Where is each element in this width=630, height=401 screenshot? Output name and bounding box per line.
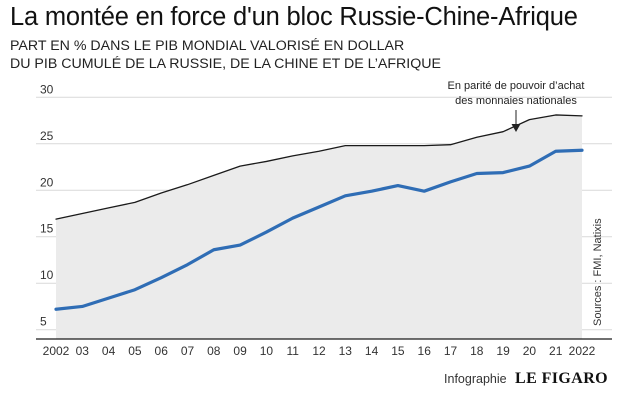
x-tick-label: 09 — [233, 344, 247, 358]
chart-title: La montée en force d'un bloc Russie-Chin… — [10, 3, 578, 31]
x-tick-label: 19 — [496, 344, 510, 358]
series-line-ppp — [55, 114, 583, 220]
credit: Infographie LE FIGARO — [444, 370, 608, 388]
series-lines — [54, 114, 584, 311]
annotation-line-2: des monnaies nationales — [455, 95, 577, 107]
subtitle-line-2: DU PIB CUMULÉ DE LA RUSSIE, DE LA CHINE … — [10, 55, 441, 72]
x-tick-label: 2022 — [569, 344, 596, 358]
y-tick-label: 5 — [40, 315, 47, 329]
x-tick-label: 06 — [155, 344, 169, 358]
x-tick-label: 17 — [444, 344, 458, 358]
x-tick-label: 10 — [260, 344, 274, 358]
annotation-line-1: En parité de pouvoir d’achat — [448, 80, 585, 92]
x-tick-label: 14 — [365, 344, 379, 358]
y-tick-label: 30 — [40, 82, 54, 96]
x-tick-label: 04 — [102, 344, 116, 358]
x-tick-label: 07 — [181, 344, 195, 358]
x-tick-label: 2002 — [43, 344, 70, 358]
x-tick-label: 20 — [523, 344, 537, 358]
series-line-usd — [54, 148, 584, 311]
y-tick-label: 10 — [40, 268, 54, 282]
x-tick-label: 11 — [286, 344, 299, 358]
annotation-arrow-head — [511, 124, 521, 132]
y-tick-label: 20 — [40, 175, 54, 189]
y-tick-label: 25 — [40, 129, 54, 143]
x-tick-label: 21 — [549, 344, 563, 358]
x-tick-label: 15 — [391, 344, 405, 358]
x-tick-label: 13 — [339, 344, 353, 358]
x-tick-label: 03 — [76, 344, 90, 358]
brand-logo: LE FIGARO — [515, 370, 608, 387]
y-tick-label: 15 — [40, 222, 54, 236]
x-tick-label: 12 — [312, 344, 326, 358]
chart-subtitle: PART EN % DANS LE PIB MONDIAL VALORISÉ E… — [10, 38, 441, 73]
credit-label: Infographie — [444, 372, 507, 386]
x-tick-label: 08 — [207, 344, 221, 358]
x-tick-label: 18 — [470, 344, 484, 358]
x-tick-label: 05 — [128, 344, 142, 358]
x-tick-label: 16 — [418, 344, 432, 358]
subtitle-line-1: PART EN % DANS LE PIB MONDIAL VALORISÉ E… — [10, 38, 405, 54]
source-note: Sources : FMI, Natixis — [592, 218, 604, 326]
y-axis-tick-labels: 5 10 15 20 25 30 — [40, 82, 54, 328]
x-axis-tick-labels: 2002 03 04 05 06 07 08 09 10 11 12 13 14 15 16 17 18 19 20… — [43, 344, 596, 358]
area-under-ppp-line — [56, 114, 582, 339]
